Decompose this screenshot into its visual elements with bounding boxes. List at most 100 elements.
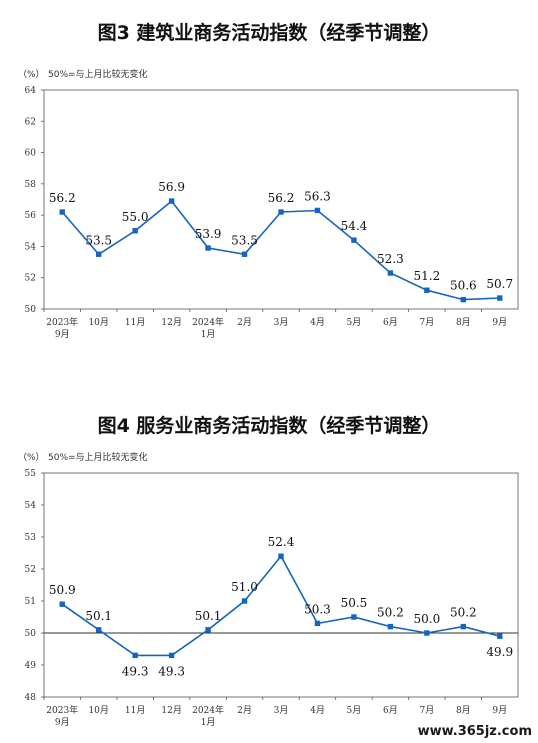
chart-2-data-label: 50.2 [377,606,404,620]
chart-1-data-point [205,245,211,251]
chart-1-unit-label: （%） [18,70,45,80]
chart-2-data-label: 50.9 [49,583,76,597]
chart-1-plot: 50 52 54 56 58 60 62 64 2023年 9月 10月 11月 12月 2024年 1月 2… [25,86,519,340]
chart-1-data-point [497,295,503,301]
chart-2-unit-label: （%） [18,453,45,463]
chart-2-x-tick-label: 5月 [347,705,362,716]
chart-2-data-label: 50.5 [341,596,368,610]
chart-2-data-label: 50.1 [85,609,112,623]
chart-2-series-line [61,554,501,657]
chart-1-data-label: 54.4 [341,219,368,233]
chart-1-y-tick-label: 54 [25,242,37,252]
chart-2-y-tick-label: 49 [25,661,37,671]
chart-2-x-tick-label: 4月 [310,705,325,716]
chart-2-data-point [95,627,102,633]
chart-1-y-tick-label: 62 [25,117,36,127]
chart-1-y-tick-label: 60 [25,149,37,159]
chart-2-data-point [387,623,394,630]
chart-2-data-point [59,601,65,607]
chart-2-y-tick-label: 54 [25,501,37,511]
chart-1-x-tick-label: 12月 [161,317,181,328]
chart-1-x-tick-label: 5月 [347,317,362,328]
chart-1-data-point [314,207,321,214]
chart-2-data-point [351,614,357,620]
chart-2-x-tick-label: 12月 [161,705,181,716]
chart-2-y-tick-label: 52 [25,565,36,575]
chart-2-x-tick-label: 9月 [492,705,507,716]
chart-2-data-label: 52.4 [268,535,295,549]
chart-1-x-tick-label: 6月 [383,317,398,328]
chart-1-data-label: 52.3 [377,252,404,266]
chart-2-data-point [460,623,467,630]
chart-1-data-label: 56.2 [268,191,295,205]
chart-2-x-tick-label: 2024年 1月 [192,704,224,728]
chart-2-data-label: 50.2 [450,606,477,620]
chart-2-note: 50%=与上月比较无变化 [48,453,148,463]
chart-1-frame [43,89,519,310]
chart-2-data-point [497,633,503,639]
chart-2-y-tick-label: 53 [25,533,37,543]
chart-1-data-label: 56.3 [304,189,331,203]
chart-1-y-tick-label: 50 [25,305,37,315]
chart-1-data-point [460,296,467,303]
chart-2-x-tick-label: 7月 [419,705,434,716]
chart-1-data-point [132,228,138,234]
chart-1-x-tick-label: 2月 [237,317,252,328]
chart-2-y-tick-label: 51 [25,597,36,607]
chart-2-data-label: 49.9 [486,645,513,659]
chart-1-x-tick-label: 10月 [88,317,108,328]
chart-1-data-label: 53.5 [231,233,258,247]
chart-2-data-label: 49.3 [122,664,149,678]
chart-2-y-tick-label: 50 [25,629,37,639]
chart-1-data-label: 50.6 [450,279,477,293]
chart-1-data-point [351,237,357,243]
chart-2-data-point [278,553,284,559]
chart-2-data-point [132,652,138,659]
chart-2-data-point [314,620,321,627]
chart-2-title: 图4 服务业商务活动指数（经季节调整） [97,415,441,437]
chart-1-x-tick-label: 7月 [419,317,434,328]
chart-1-data-label: 56.2 [49,191,76,205]
chart-1-note: 50%=与上月比较无变化 [48,70,148,80]
chart-2-x-tick-label: 11月 [125,705,145,716]
chart-1-x-tick-label: 8月 [456,317,471,328]
chart-1-data-label: 56.9 [158,180,185,194]
chart-2-data-point [205,627,211,633]
chart-1-y-tick-label: 56 [25,211,37,221]
chart-1-data-point [241,251,248,257]
chart-1-x-tick-label: 9月 [492,317,507,328]
chart-2-x-tick-label: 6月 [383,705,398,716]
chart-2-y-tick-label: 48 [25,693,37,703]
chart-2-frame [43,472,519,698]
chart-1-x-tick-label: 2024年 1月 [192,316,224,340]
chart-1-title: 图3 建筑业商务活动指数（经季节调整） [97,22,441,44]
chart-2-data-label: 51.0 [231,580,258,594]
chart-1-data-label: 51.2 [413,269,440,283]
chart-1-y-tick-label: 58 [25,180,37,190]
watermark: www.365jz.com [417,724,532,739]
chart-2-data-label: 49.3 [158,664,185,678]
chart-2-data-label: 50.1 [195,609,222,623]
chart-1-data-point [59,209,65,215]
chart-1-x-tick-label: 3月 [274,317,289,328]
chart-1-data-label: 50.7 [486,277,513,291]
chart-2-x-tick-label: 3月 [274,705,289,716]
chart-1-data-point [168,198,175,204]
chart-1-y-tick-label: 52 [25,274,36,284]
chart-1-x-tick-label: 2023年 9月 [46,316,78,340]
chart-2-data-point [424,630,430,636]
chart-2-x-tick-label: 2023年 9月 [46,704,78,728]
chart-1-data-label: 53.9 [195,227,222,241]
chart-2-data-label: 50.0 [413,612,440,626]
chart-2-data-point [168,652,175,659]
chart-1-y-tick-label: 64 [25,86,37,96]
chart-2-data-label: 50.3 [304,602,331,616]
chart-1-data-point [278,209,284,215]
chart-1-data-point [387,270,394,276]
chart-2-data-point [241,598,248,604]
chart-1-data-label: 53.5 [85,233,112,247]
chart-2-x-tick-label: 10月 [88,705,108,716]
chart-2-x-tick-label: 2月 [237,705,252,716]
chart-1-data-point [424,287,430,293]
